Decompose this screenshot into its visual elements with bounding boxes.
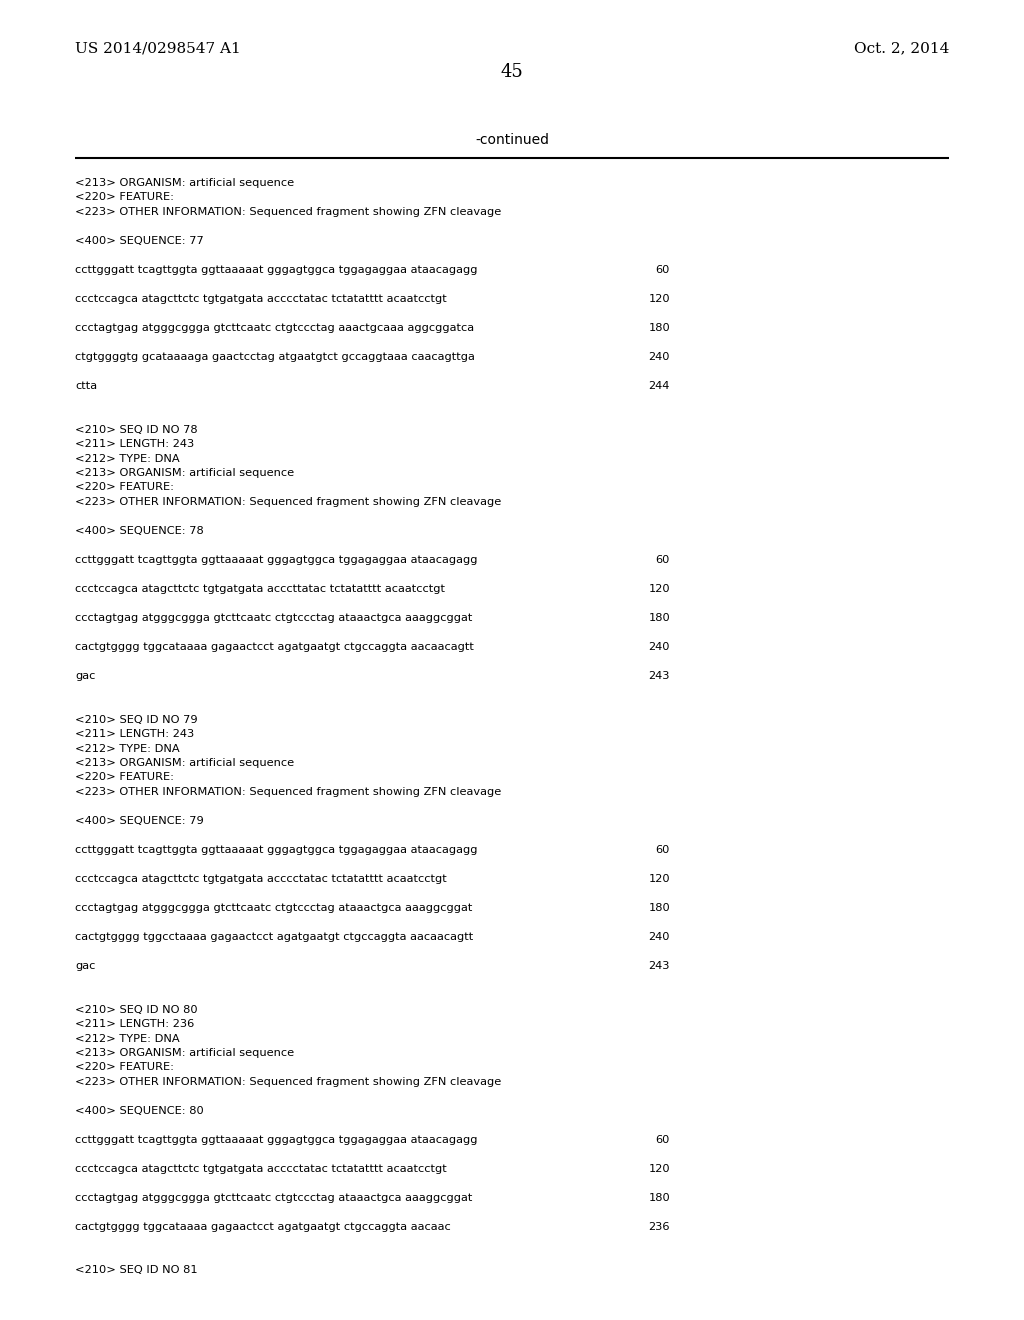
Text: <213> ORGANISM: artificial sequence: <213> ORGANISM: artificial sequence <box>75 178 294 187</box>
Text: <220> FEATURE:: <220> FEATURE: <box>75 483 174 492</box>
Text: 180: 180 <box>648 903 670 913</box>
Text: <223> OTHER INFORMATION: Sequenced fragment showing ZFN cleavage: <223> OTHER INFORMATION: Sequenced fragm… <box>75 498 502 507</box>
Text: 244: 244 <box>648 381 670 391</box>
Text: <223> OTHER INFORMATION: Sequenced fragment showing ZFN cleavage: <223> OTHER INFORMATION: Sequenced fragm… <box>75 787 502 797</box>
Text: gac: gac <box>75 961 95 972</box>
Text: 120: 120 <box>648 583 670 594</box>
Text: Oct. 2, 2014: Oct. 2, 2014 <box>854 41 949 55</box>
Text: 180: 180 <box>648 612 670 623</box>
Text: 240: 240 <box>648 352 670 362</box>
Text: <220> FEATURE:: <220> FEATURE: <box>75 772 174 783</box>
Text: <400> SEQUENCE: 79: <400> SEQUENCE: 79 <box>75 816 204 826</box>
Text: ccctccagca atagcttctc tgtgatgata acccctatac tctatatttt acaatcctgt: ccctccagca atagcttctc tgtgatgata accccta… <box>75 1164 446 1173</box>
Text: US 2014/0298547 A1: US 2014/0298547 A1 <box>75 41 241 55</box>
Text: -continued: -continued <box>475 133 549 147</box>
Text: ccttgggatt tcagttggta ggttaaaaat gggagtggca tggagaggaa ataacagagg: ccttgggatt tcagttggta ggttaaaaat gggagtg… <box>75 845 477 855</box>
Text: ccttgggatt tcagttggta ggttaaaaat gggagtggca tggagaggaa ataacagagg: ccttgggatt tcagttggta ggttaaaaat gggagtg… <box>75 265 477 275</box>
Text: cactgtgggg tggcataaaa gagaactcct agatgaatgt ctgccaggta aacaac: cactgtgggg tggcataaaa gagaactcct agatgaa… <box>75 1222 451 1232</box>
Text: 243: 243 <box>648 961 670 972</box>
Text: <400> SEQUENCE: 78: <400> SEQUENCE: 78 <box>75 525 204 536</box>
Text: 243: 243 <box>648 671 670 681</box>
Text: 60: 60 <box>655 554 670 565</box>
Text: <211> LENGTH: 243: <211> LENGTH: 243 <box>75 440 195 449</box>
Text: <213> ORGANISM: artificial sequence: <213> ORGANISM: artificial sequence <box>75 469 294 478</box>
Text: ccctagtgag atgggcggga gtcttcaatc ctgtccctag ataaactgca aaaggcggat: ccctagtgag atgggcggga gtcttcaatc ctgtccc… <box>75 612 472 623</box>
Text: ccctccagca atagcttctc tgtgatgata acccctatac tctatatttt acaatcctgt: ccctccagca atagcttctc tgtgatgata accccta… <box>75 294 446 304</box>
Text: ccttgggatt tcagttggta ggttaaaaat gggagtggca tggagaggaa ataacagagg: ccttgggatt tcagttggta ggttaaaaat gggagtg… <box>75 1135 477 1144</box>
Text: 60: 60 <box>655 265 670 275</box>
Text: <400> SEQUENCE: 80: <400> SEQUENCE: 80 <box>75 1106 204 1115</box>
Text: <211> LENGTH: 243: <211> LENGTH: 243 <box>75 729 195 739</box>
Text: <220> FEATURE:: <220> FEATURE: <box>75 1063 174 1072</box>
Text: ctgtggggtg gcataaaaga gaactcctag atgaatgtct gccaggtaaa caacagttga: ctgtggggtg gcataaaaga gaactcctag atgaatg… <box>75 352 475 362</box>
Text: <400> SEQUENCE: 77: <400> SEQUENCE: 77 <box>75 236 204 246</box>
Text: <223> OTHER INFORMATION: Sequenced fragment showing ZFN cleavage: <223> OTHER INFORMATION: Sequenced fragm… <box>75 207 502 216</box>
Text: <212> TYPE: DNA: <212> TYPE: DNA <box>75 743 179 754</box>
Text: <210> SEQ ID NO 78: <210> SEQ ID NO 78 <box>75 425 198 434</box>
Text: ccctagtgag atgggcggga gtcttcaatc ctgtccctag ataaactgca aaaggcggat: ccctagtgag atgggcggga gtcttcaatc ctgtccc… <box>75 903 472 913</box>
Text: 240: 240 <box>648 932 670 942</box>
Text: <210> SEQ ID NO 79: <210> SEQ ID NO 79 <box>75 714 198 725</box>
Text: <210> SEQ ID NO 80: <210> SEQ ID NO 80 <box>75 1005 198 1015</box>
Text: 240: 240 <box>648 642 670 652</box>
Text: ccctccagca atagcttctc tgtgatgata acccctatac tctatatttt acaatcctgt: ccctccagca atagcttctc tgtgatgata accccta… <box>75 874 446 884</box>
Text: <223> OTHER INFORMATION: Sequenced fragment showing ZFN cleavage: <223> OTHER INFORMATION: Sequenced fragm… <box>75 1077 502 1086</box>
Text: 120: 120 <box>648 874 670 884</box>
Text: <211> LENGTH: 236: <211> LENGTH: 236 <box>75 1019 195 1030</box>
Text: <213> ORGANISM: artificial sequence: <213> ORGANISM: artificial sequence <box>75 1048 294 1059</box>
Text: 120: 120 <box>648 294 670 304</box>
Text: <212> TYPE: DNA: <212> TYPE: DNA <box>75 454 179 463</box>
Text: 45: 45 <box>501 63 523 81</box>
Text: <210> SEQ ID NO 81: <210> SEQ ID NO 81 <box>75 1266 198 1275</box>
Text: ccttgggatt tcagttggta ggttaaaaat gggagtggca tggagaggaa ataacagagg: ccttgggatt tcagttggta ggttaaaaat gggagtg… <box>75 554 477 565</box>
Text: ctta: ctta <box>75 381 97 391</box>
Text: <213> ORGANISM: artificial sequence: <213> ORGANISM: artificial sequence <box>75 758 294 768</box>
Text: cactgtgggg tggcctaaaa gagaactcct agatgaatgt ctgccaggta aacaacagtt: cactgtgggg tggcctaaaa gagaactcct agatgaa… <box>75 932 473 942</box>
Text: <220> FEATURE:: <220> FEATURE: <box>75 193 174 202</box>
Text: 60: 60 <box>655 845 670 855</box>
Text: 180: 180 <box>648 1193 670 1203</box>
Text: ccctagtgag atgggcggga gtcttcaatc ctgtccctag aaactgcaaa aggcggatca: ccctagtgag atgggcggga gtcttcaatc ctgtccc… <box>75 323 474 333</box>
Text: 236: 236 <box>648 1222 670 1232</box>
Text: gac: gac <box>75 671 95 681</box>
Text: ccctccagca atagcttctc tgtgatgata acccttatac tctatatttt acaatcctgt: ccctccagca atagcttctc tgtgatgata accctta… <box>75 583 445 594</box>
Text: <212> TYPE: DNA: <212> TYPE: DNA <box>75 1034 179 1044</box>
Text: 180: 180 <box>648 323 670 333</box>
Text: ccctagtgag atgggcggga gtcttcaatc ctgtccctag ataaactgca aaaggcggat: ccctagtgag atgggcggga gtcttcaatc ctgtccc… <box>75 1193 472 1203</box>
Text: 120: 120 <box>648 1164 670 1173</box>
Text: cactgtgggg tggcataaaa gagaactcct agatgaatgt ctgccaggta aacaacagtt: cactgtgggg tggcataaaa gagaactcct agatgaa… <box>75 642 474 652</box>
Text: 60: 60 <box>655 1135 670 1144</box>
